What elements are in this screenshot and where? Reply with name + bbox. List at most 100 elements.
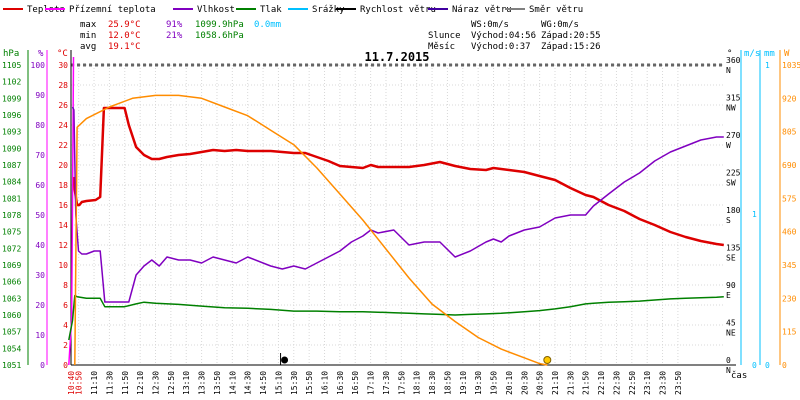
x-tick-label: 14:50: [259, 371, 268, 395]
series: [68, 56, 724, 366]
stat-value: max: [80, 20, 97, 30]
w-tick-label: 1035: [782, 61, 800, 70]
temp-tick-label: 20: [58, 161, 68, 170]
temp-tick-label: 18: [58, 181, 68, 190]
wdir-tick-label: 315: [726, 94, 741, 103]
moonset: Západ:15:26: [541, 42, 601, 52]
pct-tick-label: 20: [35, 301, 45, 310]
x-tick-label: 11:50: [121, 371, 130, 395]
x-tick-label: 23:10: [643, 371, 652, 395]
wdir-tick-label: 270: [726, 131, 741, 140]
x-tick-label: 23:50: [674, 371, 683, 395]
legend-label: Směr větru: [529, 5, 583, 15]
legend-label: Náraz větru: [452, 5, 512, 15]
wind-gust-info: WG:0m/s: [541, 20, 579, 30]
hpa-tick-label: 1060: [2, 311, 21, 320]
temp-tick-label: 16: [58, 201, 68, 210]
axes: hPa% °C ° m/s mm Wčas105110541057106010631066…: [2, 49, 800, 395]
wdir-tick-label: 360: [726, 56, 741, 65]
temp-tick-label: 0: [63, 361, 68, 370]
hpa-tick-label: 1051: [2, 361, 21, 370]
temp-tick-label: 4: [63, 321, 68, 330]
pct-tick-label: 80: [35, 121, 45, 130]
w-tick-label: 575: [782, 194, 797, 203]
wdir-tick-label: 135: [726, 244, 741, 253]
moon-label: Měsíc: [428, 42, 455, 52]
wdir-tick-label: 180: [726, 206, 741, 215]
series-line: [68, 294, 724, 341]
time-unit: čas: [731, 370, 747, 381]
w-tick-label: 0: [782, 361, 787, 370]
series-line: [74, 94, 548, 366]
pct-tick-label: 10: [35, 331, 45, 340]
temp-tick-label: 12: [58, 241, 68, 250]
wdir-dir-label: E: [726, 291, 731, 300]
series-line: [68, 56, 75, 366]
w-unit: W: [784, 49, 790, 59]
hpa-tick-label: 1099: [2, 94, 21, 103]
x-tick-label: 23:30: [659, 371, 668, 395]
sunrise: Východ:04:56: [471, 31, 536, 41]
x-tick-label: 14:10: [228, 371, 237, 395]
stat-value: 19.1°C: [108, 42, 141, 52]
pct-tick-label: 0: [40, 361, 45, 370]
w-tick-label: 690: [782, 161, 797, 170]
x-tick-label: 21:50: [582, 371, 591, 395]
stat-value: min: [80, 31, 96, 41]
hpa-tick-label: 1054: [2, 344, 21, 353]
wind-speed-info: WS:0m/s: [471, 20, 509, 30]
pct-unit: %: [38, 49, 44, 59]
wdir-tick-label: 90: [726, 281, 736, 290]
legend-label: Srážky: [312, 5, 345, 15]
temp-tick-label: 6: [63, 301, 68, 310]
hpa-tick-label: 1072: [2, 244, 21, 253]
x-tick-label: 11:30: [105, 371, 114, 395]
x-tick-label: 15:50: [305, 371, 314, 395]
x-tick-label: 19:30: [474, 371, 483, 395]
wdir-dir-label: N: [726, 66, 731, 75]
wdir-tick-label: 225: [726, 169, 741, 178]
x-tick-label: 12:10: [136, 371, 145, 395]
rain-marker: [281, 356, 289, 364]
hpa-tick-label: 1096: [2, 111, 21, 120]
wdir-unit: °: [727, 49, 732, 59]
temp-tick-label: 14: [58, 221, 68, 230]
hpa-tick-label: 1081: [2, 194, 21, 203]
x-tick-label: 13:10: [182, 371, 191, 395]
temp-tick-label: 24: [58, 121, 68, 130]
legend-label: Vlhkost: [197, 5, 235, 15]
moonrise: Východ:0:37: [471, 42, 531, 52]
x-tick-label: 17:30: [382, 371, 391, 395]
x-tick-label: 15:30: [290, 371, 299, 395]
w-tick-label: 230: [782, 294, 797, 303]
sunset: Západ:20:55: [541, 31, 601, 41]
pct-tick-label: 60: [35, 181, 45, 190]
stat-value: 91%: [166, 20, 183, 30]
temp-tick-label: 2: [63, 341, 68, 350]
x-tick-label: 11:10: [90, 371, 99, 395]
x-tick-label: 18:50: [443, 371, 452, 395]
x-tick-label: 22:30: [612, 371, 621, 395]
stat-value: 1058.6hPa: [195, 31, 244, 41]
mm-tick-label: 1: [765, 61, 770, 70]
x-tick-label: 20:10: [505, 371, 514, 395]
temp-tick-label: 26: [58, 101, 68, 110]
hpa-tick-label: 1066: [2, 278, 21, 287]
legend: TeplotaPřízemní teplotaVlhkostTlakSrážky…: [3, 5, 583, 15]
hpa-tick-label: 1057: [2, 328, 21, 337]
w-tick-label: 345: [782, 261, 797, 270]
hpa-tick-label: 1069: [2, 261, 21, 270]
wdir-dir-label: SW: [726, 179, 736, 188]
temp-tick-label: 22: [58, 141, 68, 150]
hpa-tick-label: 1102: [2, 78, 21, 87]
temp-tick-label: 28: [58, 81, 68, 90]
hpa-tick-label: 1090: [2, 144, 21, 153]
chart-title: 11.7.2015: [364, 50, 429, 64]
mm-tick-label: 0: [765, 361, 770, 370]
deg-unit: °C: [57, 49, 68, 59]
x-tick-label: 16:30: [336, 371, 345, 395]
wdir-dir-label: S: [726, 216, 731, 225]
x-tick-label: 13:30: [198, 371, 207, 395]
temp-tick-label: 30: [58, 61, 68, 70]
